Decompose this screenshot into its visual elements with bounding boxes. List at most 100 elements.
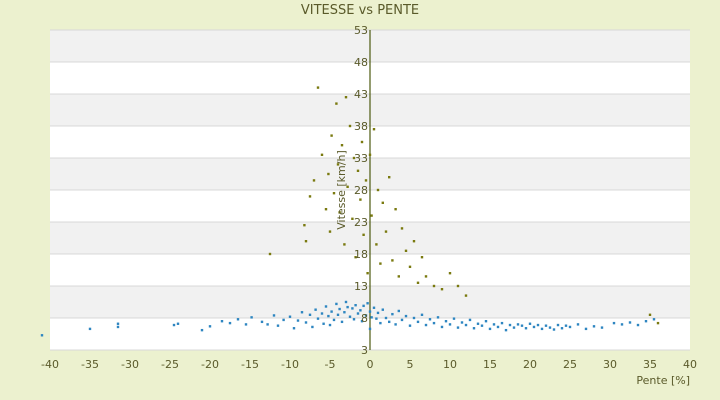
x-tick-label: 10 (443, 358, 457, 371)
series-2-point (362, 233, 365, 236)
series-1-point (116, 322, 120, 325)
series-1-point (520, 324, 524, 327)
series-2-point (448, 272, 452, 275)
series-1-point (516, 323, 520, 326)
series-1-point (536, 323, 540, 327)
series-1-point (314, 308, 317, 311)
series-2-point (370, 214, 373, 217)
series-2-point (324, 208, 328, 211)
series-1-point (472, 327, 476, 330)
series-1-point (375, 317, 378, 320)
y-tick-label: 3 (361, 344, 368, 357)
series-2-point (366, 272, 369, 275)
series-1-point (528, 322, 532, 325)
series-2-point (343, 243, 346, 246)
x-tick-label: -25 (161, 358, 179, 371)
series-1-point (296, 319, 300, 322)
series-1-point (384, 316, 388, 320)
series-1-point (468, 318, 472, 322)
y-tick-label: 43 (354, 88, 368, 101)
series-1-point (436, 316, 440, 319)
series-1-point (508, 323, 512, 327)
series-1-point (316, 317, 320, 320)
series-2-point (376, 188, 380, 192)
series-2-point (346, 185, 349, 188)
series-2-point (391, 259, 394, 262)
series-1-point (488, 327, 492, 331)
series-1-point (343, 311, 346, 314)
series-1-point (556, 323, 560, 327)
series-1-point (172, 323, 176, 327)
series-1-point (244, 323, 248, 326)
y-tick-label: 33 (354, 152, 368, 165)
series-1-point (456, 326, 460, 329)
series-1-point (332, 318, 336, 322)
series-1-point (416, 320, 420, 324)
series-1-point (544, 324, 548, 327)
series-1-point (388, 320, 391, 324)
series-2-point (412, 240, 416, 243)
series-1-point (576, 323, 580, 326)
series-1-point (620, 323, 624, 326)
x-tick-label: -10 (281, 358, 299, 371)
series-1-point (376, 311, 380, 315)
series-1-point (324, 305, 328, 308)
y-tick-label: 18 (354, 248, 368, 261)
series-2-point (375, 243, 378, 246)
series-1-point (492, 323, 496, 326)
series-1-point (540, 327, 544, 331)
series-1-point (40, 334, 44, 337)
series-2-point (408, 265, 412, 268)
series-2-point (404, 249, 408, 252)
series-1-point (176, 322, 180, 325)
series-1-point (404, 314, 408, 318)
series-1-point (200, 328, 204, 332)
series-1-point (351, 307, 354, 310)
series-1-point (512, 326, 516, 329)
y-tick-label: 53 (354, 24, 368, 37)
x-tick-label: 20 (523, 358, 537, 371)
y-tick-label: 28 (354, 184, 368, 197)
series-1-point (260, 320, 264, 324)
series-2-point (432, 284, 436, 288)
series-1-point (336, 313, 340, 316)
series-2-point (464, 294, 468, 297)
series-1-point (368, 310, 372, 313)
series-1-point (368, 327, 372, 331)
series-1-point (236, 318, 240, 321)
x-tick-label: 5 (407, 358, 414, 371)
series-1-point (360, 320, 364, 323)
series-1-point (320, 312, 324, 315)
series-1-point (220, 320, 224, 323)
series-1-point (448, 323, 452, 326)
x-tick-label: 30 (603, 358, 617, 371)
series-1-point (420, 313, 424, 316)
series-1-point (322, 322, 325, 325)
series-1-point (288, 315, 292, 318)
series-1-point (311, 325, 314, 329)
series-1-point (592, 325, 596, 328)
series-1-point (644, 320, 648, 323)
series-1-point (370, 316, 373, 319)
x-tick-label: -15 (241, 358, 259, 371)
series-1-point (600, 326, 604, 329)
series-1-point (228, 321, 232, 325)
x-tick-label: 25 (563, 358, 577, 371)
series-2-point (648, 313, 652, 316)
series-2-point (356, 169, 360, 172)
series-2-point (394, 208, 397, 211)
x-tick-label: -40 (41, 358, 59, 371)
series-2-point (372, 128, 376, 131)
series-2-point (364, 179, 368, 182)
series-1-point (408, 324, 412, 327)
series-1-point (338, 307, 341, 311)
series-1-point (636, 323, 640, 327)
series-2-point (381, 201, 384, 204)
series-2-point (400, 227, 404, 230)
x-tick-label: 35 (643, 358, 657, 371)
series-2-point (340, 144, 344, 147)
series-2-point (397, 275, 400, 278)
series-2-point (316, 86, 320, 89)
